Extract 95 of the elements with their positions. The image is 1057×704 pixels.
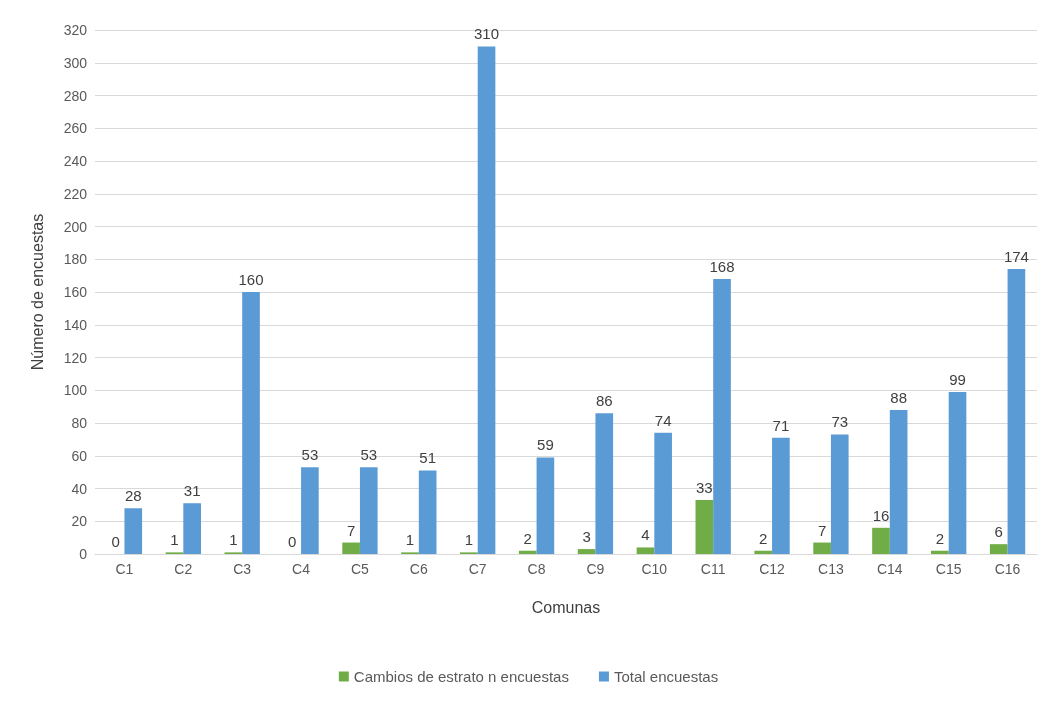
bar — [813, 542, 831, 554]
x-tick-label: C10 — [641, 561, 668, 577]
bar — [948, 391, 967, 554]
x-tick-label: C6 — [409, 561, 428, 577]
x-tick-label: C16 — [994, 561, 1021, 577]
data-label: 74 — [654, 411, 672, 429]
x-tick-label: C1 — [115, 561, 134, 577]
data-label: 73 — [831, 413, 849, 431]
x-tick-label: C14 — [876, 561, 903, 577]
bar — [124, 508, 143, 554]
y-tick-label: 0 — [79, 546, 88, 562]
bar — [695, 499, 714, 554]
x-tick-label: C15 — [935, 561, 962, 577]
bar — [242, 292, 260, 554]
data-label: 53 — [360, 446, 378, 464]
data-label: 4 — [641, 526, 650, 544]
x-tick-label: C13 — [818, 561, 844, 577]
data-label: 71 — [772, 416, 790, 434]
bar — [418, 470, 437, 554]
bar — [654, 432, 672, 554]
data-label: 2 — [759, 529, 768, 547]
data-label: 28 — [124, 487, 142, 505]
bar — [889, 409, 908, 554]
x-tick-label: C5 — [350, 561, 370, 577]
bar — [595, 413, 614, 554]
data-label: 99 — [949, 370, 966, 388]
data-label: 7 — [817, 521, 827, 539]
data-label: 16 — [872, 506, 890, 524]
y-tick-label: 200 — [63, 218, 88, 235]
data-label: 1 — [170, 531, 179, 549]
x-axis-title: Comunas — [531, 598, 601, 616]
y-axis-title: Número de encuestas — [28, 213, 46, 371]
data-label: 31 — [183, 482, 201, 500]
y-tick-label: 140 — [63, 316, 88, 333]
y-tick-label: 120 — [63, 349, 88, 366]
bar — [713, 278, 731, 554]
data-label: 86 — [595, 392, 613, 410]
data-label: 1 — [229, 531, 238, 549]
data-label: 53 — [301, 446, 319, 464]
data-label: 2 — [523, 529, 532, 547]
data-label: 168 — [709, 257, 735, 275]
bar — [518, 550, 537, 554]
x-tick-label: C7 — [468, 561, 487, 577]
bar — [577, 549, 596, 554]
data-label: 1 — [405, 531, 415, 549]
y-tick-label: 320 — [63, 22, 88, 38]
data-label: 0 — [111, 533, 120, 550]
y-tick-label: 180 — [63, 251, 88, 268]
data-label: 51 — [419, 449, 436, 467]
bar — [754, 550, 773, 554]
data-label: 33 — [696, 478, 713, 496]
y-tick-label: 240 — [63, 153, 88, 169]
legend-label: Cambios de estrato n encuestas — [353, 668, 569, 685]
y-tick-label: 280 — [63, 87, 88, 104]
bar — [989, 544, 1008, 554]
bar — [342, 542, 360, 554]
bar — [477, 46, 496, 554]
x-tick-label: C11 — [700, 561, 726, 577]
x-tick-label: C12 — [759, 561, 786, 577]
bar — [301, 467, 319, 554]
data-label: 59 — [537, 436, 554, 454]
y-tick-label: 260 — [63, 120, 88, 137]
y-tick-label: 40 — [71, 480, 88, 497]
data-label: 1 — [464, 531, 474, 549]
y-tick-label: 100 — [63, 382, 88, 399]
bar — [183, 503, 201, 554]
bar — [931, 550, 949, 554]
x-tick-label: C8 — [527, 561, 546, 577]
data-label: 3 — [582, 528, 591, 546]
data-label: 160 — [238, 271, 264, 288]
data-label: 88 — [890, 388, 907, 406]
bar — [830, 434, 849, 554]
y-tick-label: 60 — [71, 447, 88, 464]
bar — [359, 467, 378, 554]
bar — [772, 437, 790, 554]
data-label: 2 — [935, 529, 945, 547]
x-tick-label: C3 — [233, 561, 252, 577]
bar — [872, 527, 890, 554]
x-tick-label: C2 — [174, 561, 193, 577]
y-tick-label: 80 — [71, 415, 88, 431]
y-tick-label: 300 — [63, 54, 88, 71]
y-tick-label: 220 — [63, 185, 88, 202]
data-label: 6 — [994, 523, 1003, 541]
data-label: 174 — [1003, 248, 1029, 266]
x-tick-label: C9 — [586, 561, 605, 577]
y-tick-label: 20 — [71, 513, 88, 530]
data-label: 7 — [346, 521, 356, 539]
bar — [536, 457, 555, 554]
data-label: 0 — [288, 533, 297, 550]
bar — [636, 547, 655, 554]
y-tick-label: 160 — [63, 284, 88, 300]
data-label: 310 — [474, 25, 500, 43]
legend-label: Total encuestas — [613, 668, 719, 685]
bar — [1007, 269, 1026, 554]
x-tick-label: C4 — [292, 561, 311, 577]
